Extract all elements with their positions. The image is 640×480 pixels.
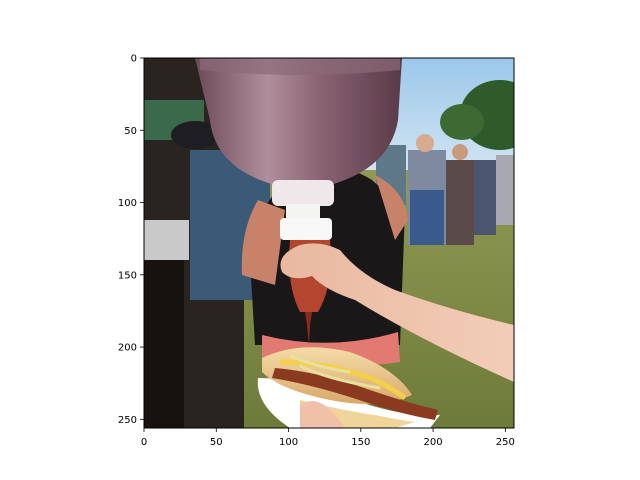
y-tick-label: 150 — [118, 270, 137, 281]
x-axis: 0 50 100 150 200 250 — [141, 428, 515, 448]
y-tick-label: 0 — [131, 54, 137, 65]
y-axis: 0 50 100 150 200 250 — [118, 54, 144, 426]
y-tick-label: 50 — [124, 126, 137, 137]
x-tick-label: 0 — [141, 437, 147, 448]
y-tick-label: 100 — [118, 198, 137, 209]
x-tick-label: 50 — [210, 437, 223, 448]
x-tick-label: 200 — [424, 437, 443, 448]
photo — [144, 58, 514, 428]
x-tick-label: 150 — [351, 437, 370, 448]
axes-frame — [143, 57, 515, 429]
y-tick-label: 200 — [118, 343, 137, 354]
x-tick-label: 100 — [279, 437, 298, 448]
y-tick-label: 250 — [118, 415, 137, 426]
x-tick-label: 250 — [496, 437, 515, 448]
